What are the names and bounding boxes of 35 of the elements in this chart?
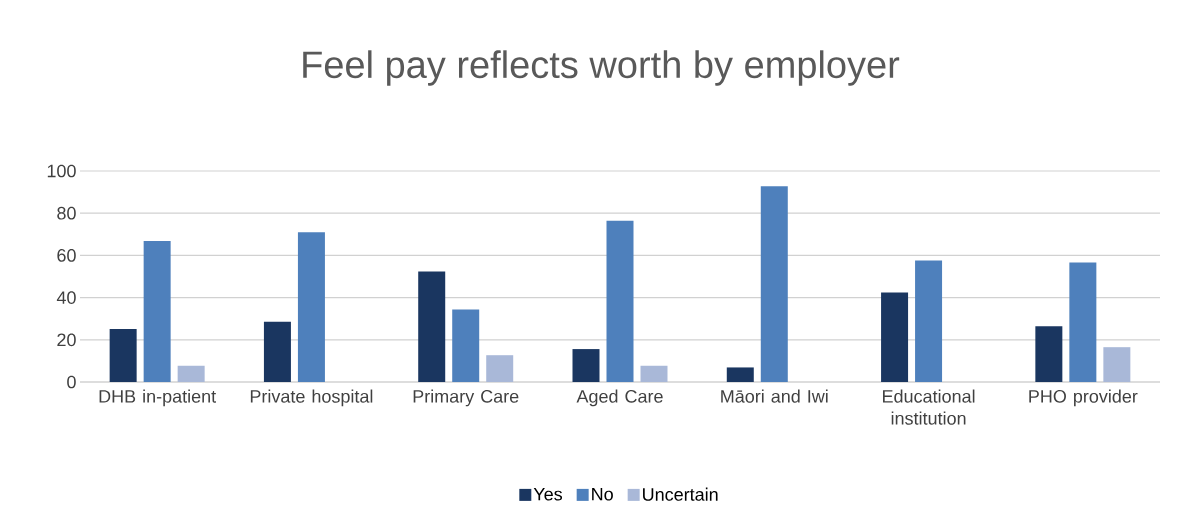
bar xyxy=(1103,347,1131,382)
y-tick-label: 60 xyxy=(57,249,76,262)
bar xyxy=(297,232,325,382)
bar xyxy=(915,260,943,382)
y-tick-label: 0 xyxy=(67,375,76,389)
x-tick-label: Māori and Iwi xyxy=(721,389,828,403)
x-tick-label: Primary Care xyxy=(413,389,519,407)
bar xyxy=(1069,262,1097,382)
x-tick-label: Aged Care xyxy=(576,389,663,407)
x-tick-label: PHO provider xyxy=(1029,389,1138,407)
bar xyxy=(640,365,668,382)
bar xyxy=(881,292,909,382)
bar xyxy=(452,309,480,382)
chart-title: Feel pay reflects worth by employer xyxy=(303,50,900,86)
legend-label: Yes xyxy=(533,487,563,501)
bar xyxy=(1035,326,1063,382)
legend-label: No xyxy=(592,487,613,501)
y-tick-label: 80 xyxy=(57,206,76,220)
bar xyxy=(418,271,446,382)
x-tick-label: DHB in-patient xyxy=(99,389,217,407)
bar xyxy=(177,365,205,382)
x-tick-label: Private hospital xyxy=(250,389,373,407)
bar xyxy=(606,220,634,382)
y-tick-label: 20 xyxy=(57,333,76,347)
bar xyxy=(572,349,600,382)
bar xyxy=(486,355,514,382)
bar xyxy=(109,329,137,382)
y-tick-label: 100 xyxy=(47,164,76,178)
x-tick-label: Educational institution xyxy=(883,389,975,425)
bar xyxy=(760,186,788,382)
bar xyxy=(263,321,291,382)
bar xyxy=(726,367,754,382)
bar xyxy=(143,241,171,382)
y-tick-label: 40 xyxy=(56,291,76,304)
legend-label: Uncertain xyxy=(643,487,718,501)
